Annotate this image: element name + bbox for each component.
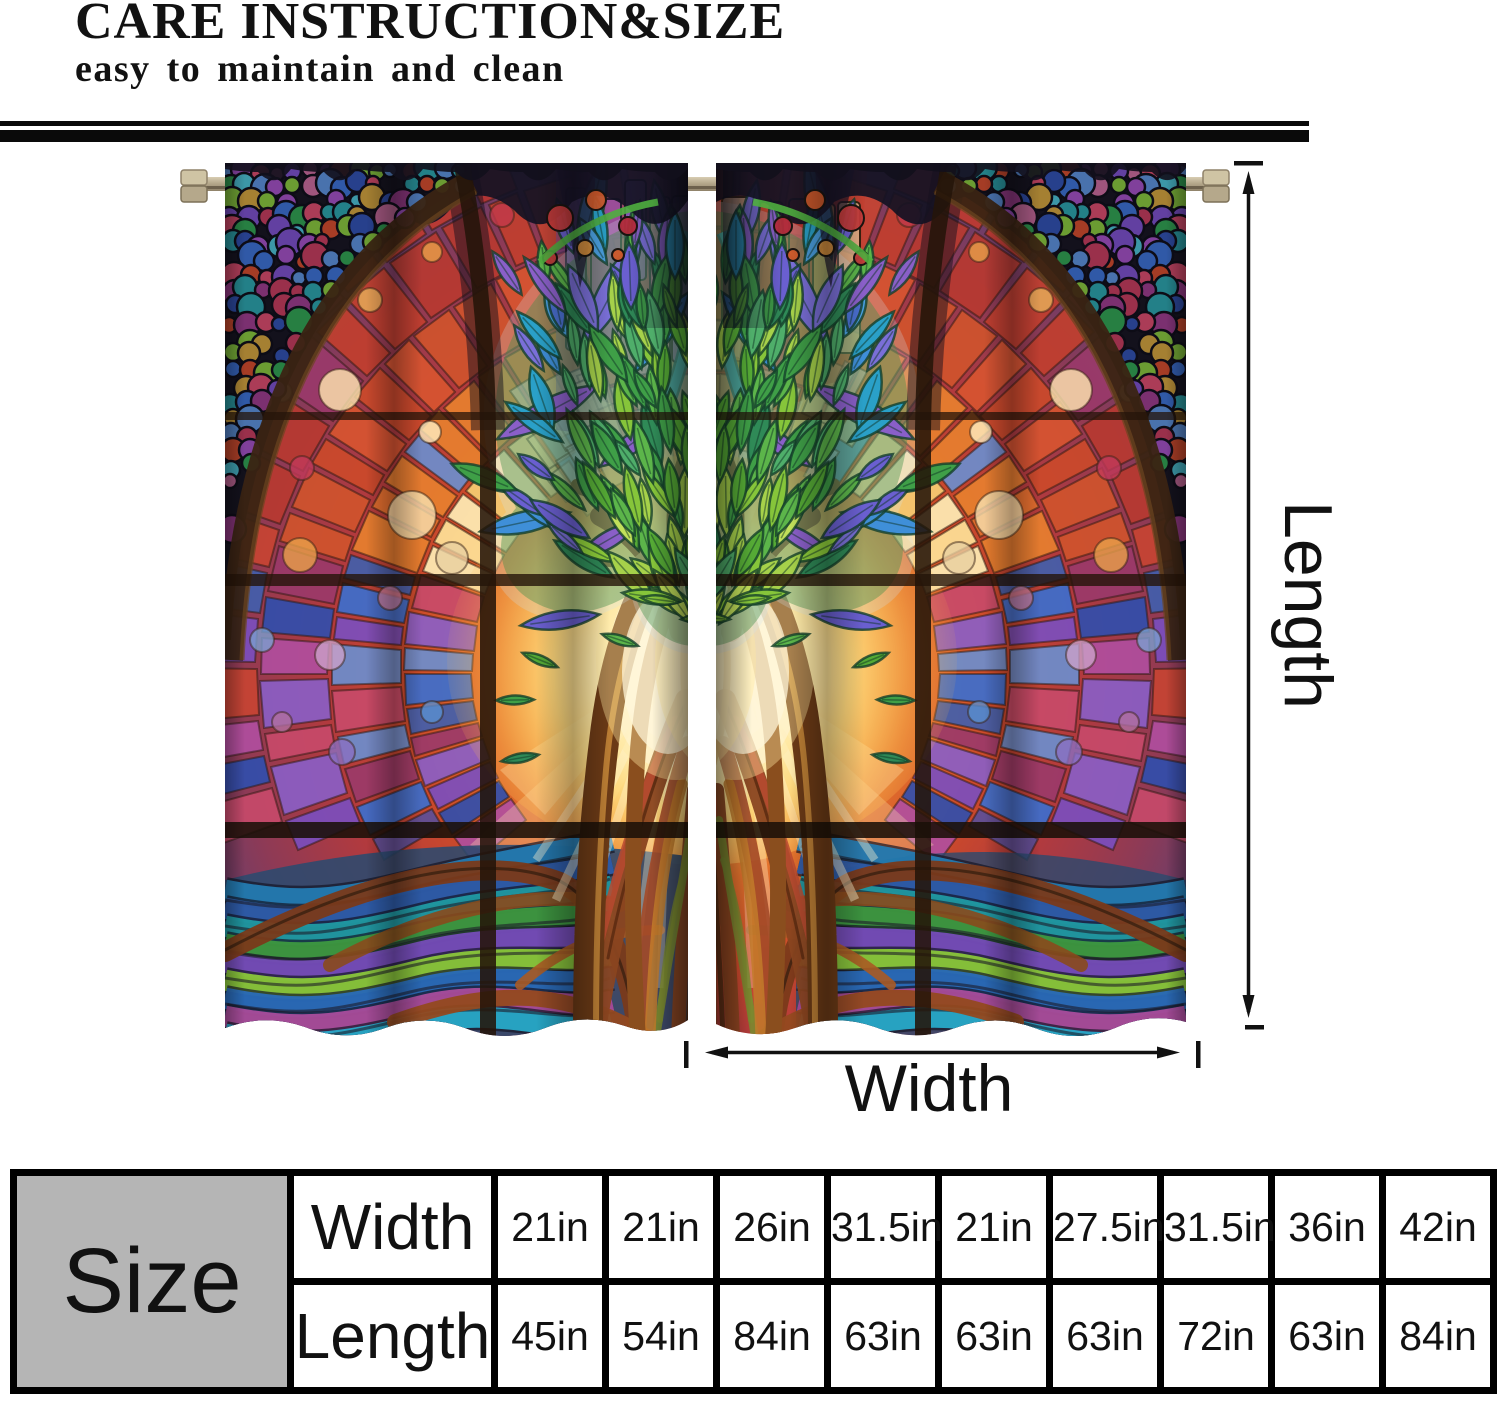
svg-text:Length: Length xyxy=(1270,501,1346,709)
svg-text:Width: Width xyxy=(845,1051,1014,1125)
